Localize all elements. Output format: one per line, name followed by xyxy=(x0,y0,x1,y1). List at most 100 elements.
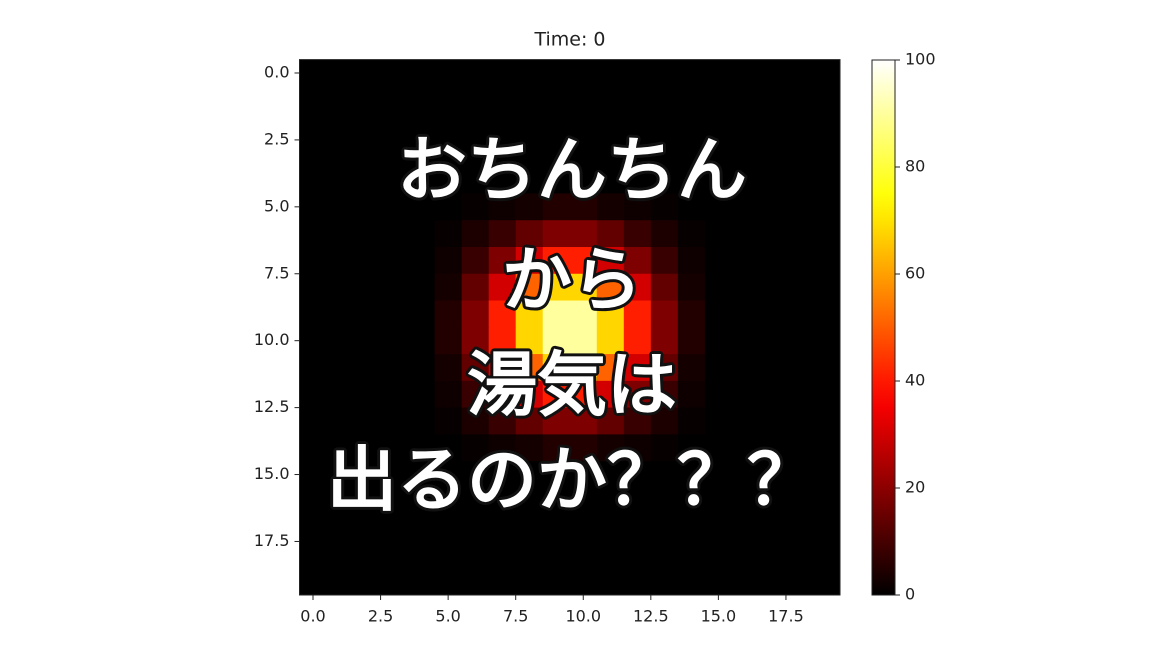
heat-cell xyxy=(353,220,382,248)
heat-cell xyxy=(785,487,814,516)
heat-cell xyxy=(542,300,571,328)
heat-cell xyxy=(326,461,355,489)
heat-cell xyxy=(407,407,436,435)
heat-cell xyxy=(785,568,814,596)
heat-cell xyxy=(650,407,679,435)
heat-cell xyxy=(569,113,598,141)
heat-cell xyxy=(434,139,463,168)
heat-cell xyxy=(704,568,733,596)
heat-cell xyxy=(677,166,706,194)
heat-cell xyxy=(515,354,544,382)
heat-cell xyxy=(650,220,679,248)
heat-cell xyxy=(407,461,436,489)
heat-cell xyxy=(326,568,355,596)
heat-cell xyxy=(299,113,328,141)
heat-cell xyxy=(380,113,409,141)
x-tick-label: 7.5 xyxy=(503,607,528,626)
heat-cell xyxy=(515,407,544,435)
heat-cell xyxy=(326,327,355,355)
heat-cell xyxy=(569,300,598,328)
heat-cell xyxy=(758,273,787,302)
heat-cell xyxy=(596,487,625,516)
heat-cell xyxy=(704,541,733,569)
heat-cell xyxy=(407,487,436,516)
heat-cell xyxy=(326,193,355,221)
heat-cell xyxy=(758,354,787,382)
heat-cell xyxy=(704,193,733,221)
heat-cell xyxy=(596,59,625,87)
heat-cell xyxy=(704,380,733,409)
heat-cell xyxy=(785,300,814,328)
heat-cell xyxy=(461,380,490,409)
heat-cell xyxy=(434,407,463,435)
heat-cell xyxy=(731,273,760,302)
heat-cell xyxy=(488,166,517,194)
heat-cell xyxy=(623,113,652,141)
heat-cell xyxy=(785,59,814,87)
heat-cell xyxy=(326,541,355,569)
heat-cell xyxy=(650,246,679,275)
heat-cell xyxy=(677,193,706,221)
heat-cell xyxy=(623,246,652,275)
heat-cell xyxy=(758,166,787,194)
heat-cell xyxy=(569,354,598,382)
heat-cell xyxy=(785,273,814,302)
heat-cell xyxy=(326,300,355,328)
heat-cell xyxy=(488,407,517,435)
overlay-caption: おちんちん xyxy=(397,129,747,211)
heat-cell xyxy=(488,273,517,302)
y-tick-label: 5.0 xyxy=(264,196,289,215)
heat-cell xyxy=(407,86,436,114)
heat-cell xyxy=(569,568,598,596)
heat-cell xyxy=(704,487,733,516)
heat-cell xyxy=(353,568,382,596)
heat-cell xyxy=(785,220,814,248)
heat-cell xyxy=(515,220,544,248)
heat-cell xyxy=(542,514,571,542)
heat-cell xyxy=(542,541,571,569)
heat-cell xyxy=(785,193,814,221)
heat-cell xyxy=(569,407,598,435)
heat-cell xyxy=(731,220,760,248)
heat-cell xyxy=(569,59,598,87)
heat-cell xyxy=(650,568,679,596)
heat-cell xyxy=(731,300,760,328)
heat-cell xyxy=(758,86,787,114)
heat-cell xyxy=(542,380,571,409)
heat-cell xyxy=(812,568,841,596)
heat-cell xyxy=(758,113,787,141)
heat-cell xyxy=(407,568,436,596)
heat-cell xyxy=(569,220,598,248)
heat-cell xyxy=(299,59,328,87)
heat-cell xyxy=(731,246,760,275)
heat-cell xyxy=(623,354,652,382)
heat-cell xyxy=(434,246,463,275)
heat-cell xyxy=(677,461,706,489)
heat-cell xyxy=(758,246,787,275)
heat-cell xyxy=(542,434,571,462)
heat-cell xyxy=(677,273,706,302)
heat-cell xyxy=(488,461,517,489)
heat-cell xyxy=(326,487,355,516)
heat-cell xyxy=(353,461,382,489)
heat-cell xyxy=(380,300,409,328)
heat-cell xyxy=(650,487,679,516)
heat-cell xyxy=(353,487,382,516)
heat-cell xyxy=(488,380,517,409)
heat-cell xyxy=(488,113,517,141)
heat-cell xyxy=(434,193,463,221)
heat-cell xyxy=(650,273,679,302)
heat-cell xyxy=(542,461,571,489)
heat-cell xyxy=(515,86,544,114)
heat-cell xyxy=(569,327,598,355)
heat-cell xyxy=(488,300,517,328)
heat-cell xyxy=(461,246,490,275)
heat-cell xyxy=(677,59,706,87)
heat-cell xyxy=(731,86,760,114)
heat-cell xyxy=(299,193,328,221)
heat-cell xyxy=(461,541,490,569)
heat-cell xyxy=(623,461,652,489)
heat-cell xyxy=(353,434,382,462)
heat-cell xyxy=(623,193,652,221)
heat-cell xyxy=(596,568,625,596)
